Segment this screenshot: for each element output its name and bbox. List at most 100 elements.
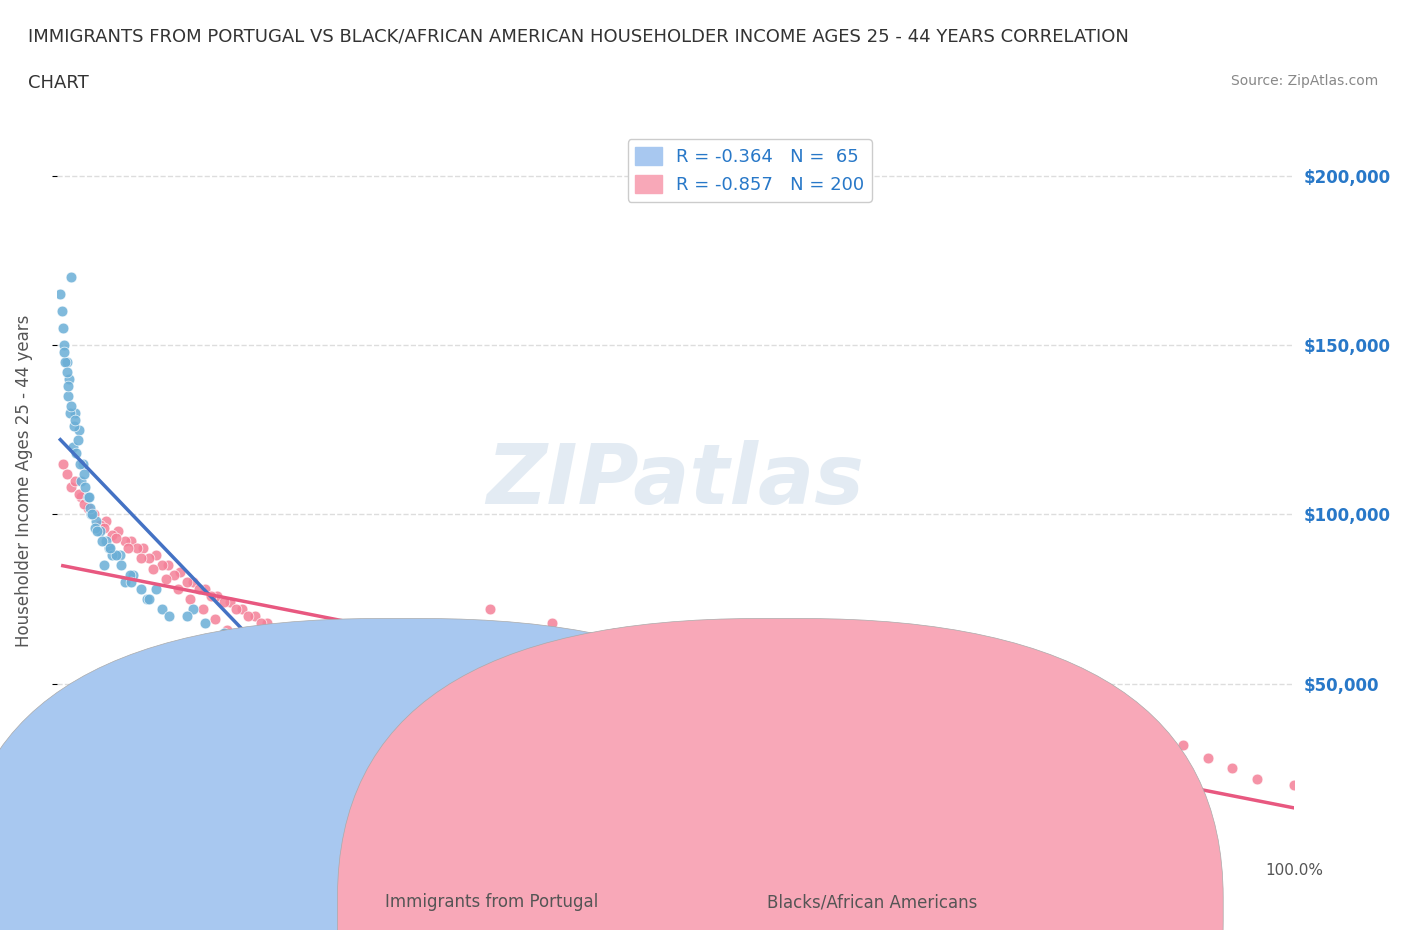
Point — [89, 517, 111, 532]
Point — [129, 581, 152, 596]
Point — [77, 490, 100, 505]
Point — [349, 670, 371, 684]
Point — [155, 571, 177, 586]
Point — [1197, 751, 1219, 765]
Point — [1035, 703, 1057, 718]
Point — [60, 270, 83, 285]
Point — [120, 575, 142, 590]
Point — [191, 602, 214, 617]
Point — [269, 636, 291, 651]
Point — [114, 534, 136, 549]
Point — [65, 446, 87, 461]
Point — [60, 399, 83, 414]
Point — [318, 649, 340, 664]
Point — [94, 534, 117, 549]
Point — [84, 521, 107, 536]
Point — [664, 636, 686, 651]
Point — [194, 581, 217, 596]
Point — [107, 524, 129, 538]
Point — [66, 432, 89, 447]
Point — [299, 643, 322, 658]
Point — [380, 683, 402, 698]
Point — [63, 418, 86, 433]
Point — [243, 608, 266, 623]
Point — [56, 389, 79, 404]
Point — [218, 595, 240, 610]
Point — [117, 541, 139, 556]
Point — [83, 507, 105, 522]
Point — [1220, 761, 1243, 776]
Point — [367, 676, 389, 691]
Point — [120, 534, 142, 549]
Point — [101, 527, 124, 542]
Point — [53, 344, 76, 359]
Point — [187, 581, 209, 596]
Point — [60, 480, 83, 495]
Point — [1282, 777, 1305, 792]
Point — [55, 466, 77, 481]
Text: Blacks/African Americans: Blacks/African Americans — [766, 894, 977, 911]
Point — [169, 565, 191, 579]
Point — [287, 636, 309, 651]
Point — [238, 608, 260, 623]
Point — [167, 581, 190, 596]
Point — [416, 683, 439, 698]
Point — [98, 541, 121, 556]
Point — [243, 643, 266, 658]
Point — [138, 551, 160, 565]
Point — [1246, 771, 1268, 786]
Point — [1135, 727, 1157, 742]
Point — [354, 670, 377, 684]
Point — [145, 548, 167, 563]
Point — [63, 412, 86, 427]
Point — [114, 575, 136, 590]
Point — [540, 616, 562, 631]
Point — [110, 558, 132, 573]
Point — [51, 304, 73, 319]
Point — [132, 541, 155, 556]
Point — [416, 703, 439, 718]
Point — [212, 626, 235, 641]
Point — [69, 457, 91, 472]
Point — [73, 497, 96, 512]
Point — [53, 338, 76, 352]
Point — [125, 541, 148, 556]
Point — [94, 513, 117, 528]
Point — [55, 365, 77, 379]
Point — [73, 466, 96, 481]
Point — [80, 507, 103, 522]
Point — [287, 649, 309, 664]
Point — [49, 286, 72, 301]
Point — [204, 612, 226, 627]
Point — [194, 616, 217, 631]
Point — [441, 717, 464, 732]
Point — [454, 724, 477, 738]
Point — [361, 676, 384, 691]
Point — [138, 591, 160, 606]
Point — [312, 649, 335, 664]
Point — [176, 575, 198, 590]
Point — [423, 711, 446, 725]
Point — [849, 670, 872, 684]
Point — [52, 321, 75, 336]
Text: Immigrants from Portugal: Immigrants from Portugal — [385, 894, 599, 911]
Point — [76, 490, 98, 505]
Point — [67, 486, 90, 501]
Point — [231, 602, 253, 617]
Point — [478, 602, 501, 617]
Point — [354, 659, 377, 674]
Point — [392, 690, 415, 705]
Point — [429, 711, 451, 725]
Point — [72, 457, 94, 472]
Point — [565, 711, 588, 725]
Text: ZIPatlas: ZIPatlas — [486, 440, 865, 521]
Point — [84, 513, 107, 528]
Point — [274, 629, 297, 644]
Point — [76, 500, 98, 515]
Point — [330, 656, 353, 671]
Point — [122, 568, 145, 583]
Point — [156, 558, 179, 573]
Point — [86, 524, 108, 538]
Point — [336, 663, 359, 678]
Point — [97, 541, 120, 556]
